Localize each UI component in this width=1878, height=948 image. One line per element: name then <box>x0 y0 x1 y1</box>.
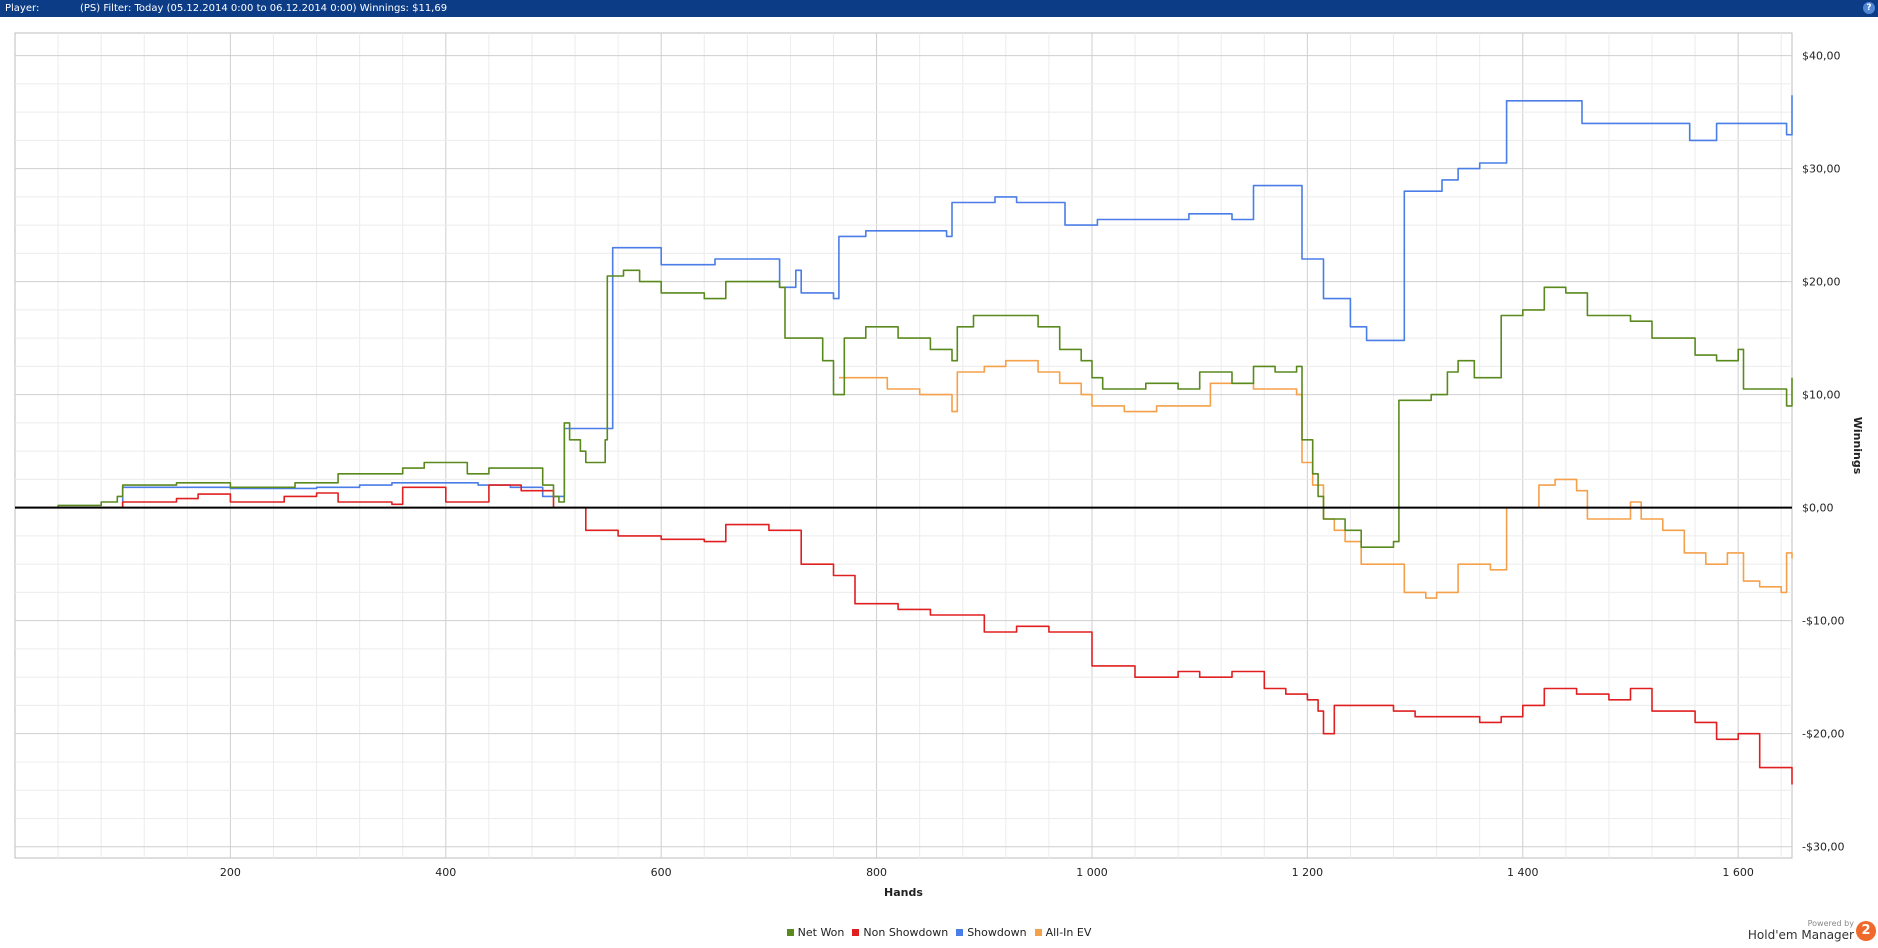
x-tick-label: 200 <box>220 866 241 879</box>
legend-label: Net Won <box>797 926 845 939</box>
legend-item[interactable]: Non Showdown <box>852 926 948 939</box>
legend-swatch-icon <box>852 929 860 936</box>
x-tick-label: 400 <box>435 866 456 879</box>
legend-swatch-icon <box>956 929 964 936</box>
x-tick-label: 1 600 <box>1722 866 1754 879</box>
hm2-logo-icon: 2 <box>1856 921 1876 941</box>
player-label: Player: <box>5 3 40 14</box>
help-icon[interactable]: ? <box>1863 2 1875 14</box>
y-axis-title: Winnings <box>1851 417 1864 475</box>
powered-by-text: Powered by <box>1807 919 1854 928</box>
legend-item[interactable]: Showdown <box>956 926 1027 939</box>
y-tick-label: $0,00 <box>1802 502 1834 515</box>
series-line-non-showdown <box>15 484 1793 785</box>
legend-swatch-icon <box>786 929 794 936</box>
legend-label: Showdown <box>967 926 1027 939</box>
brand-name: Hold'em Manager <box>1747 928 1854 942</box>
legend-item[interactable]: All-In EV <box>1034 926 1092 939</box>
filter-summary: (PS) Filter: Today (05.12.2014 0:00 to 0… <box>80 3 448 14</box>
y-tick-label: -$10,00 <box>1802 615 1844 628</box>
legend-swatch-icon <box>1034 929 1042 936</box>
top-bar: Player: (PS) Filter: Today (05.12.2014 0… <box>0 0 1878 17</box>
series-line-all-in-ev <box>838 359 1793 599</box>
chart-legend: Net Won Non Showdown Showdown All-In EV <box>0 926 1878 939</box>
y-tick-label: $20,00 <box>1802 276 1841 289</box>
legend-item[interactable]: Net Won <box>786 926 845 939</box>
plot-area <box>14 32 1793 859</box>
branding: Powered by Hold'em Manager 2 <box>1747 919 1876 942</box>
x-tick-label: 1 000 <box>1076 866 1108 879</box>
y-tick-label: $10,00 <box>1802 389 1841 402</box>
x-tick-label: 1 200 <box>1292 866 1324 879</box>
legend-label: Non Showdown <box>863 926 949 939</box>
y-tick-label: $30,00 <box>1802 163 1841 176</box>
series-line-showdown <box>15 95 1793 509</box>
y-tick-label: -$20,00 <box>1802 728 1844 741</box>
x-tick-label: 600 <box>651 866 672 879</box>
y-tick-label: $40,00 <box>1802 50 1841 63</box>
legend-label: All-In EV <box>1045 926 1092 939</box>
y-tick-label: -$30,00 <box>1802 841 1844 854</box>
series-line-net-won <box>15 269 1793 548</box>
x-tick-label: 800 <box>866 866 887 879</box>
x-tick-label: 1 400 <box>1507 866 1539 879</box>
winnings-chart: 200 400 600 800 1 000 1 200 1 400 1 600 $40,00 $3… <box>14 32 1864 899</box>
x-axis-title: Hands <box>884 886 923 899</box>
